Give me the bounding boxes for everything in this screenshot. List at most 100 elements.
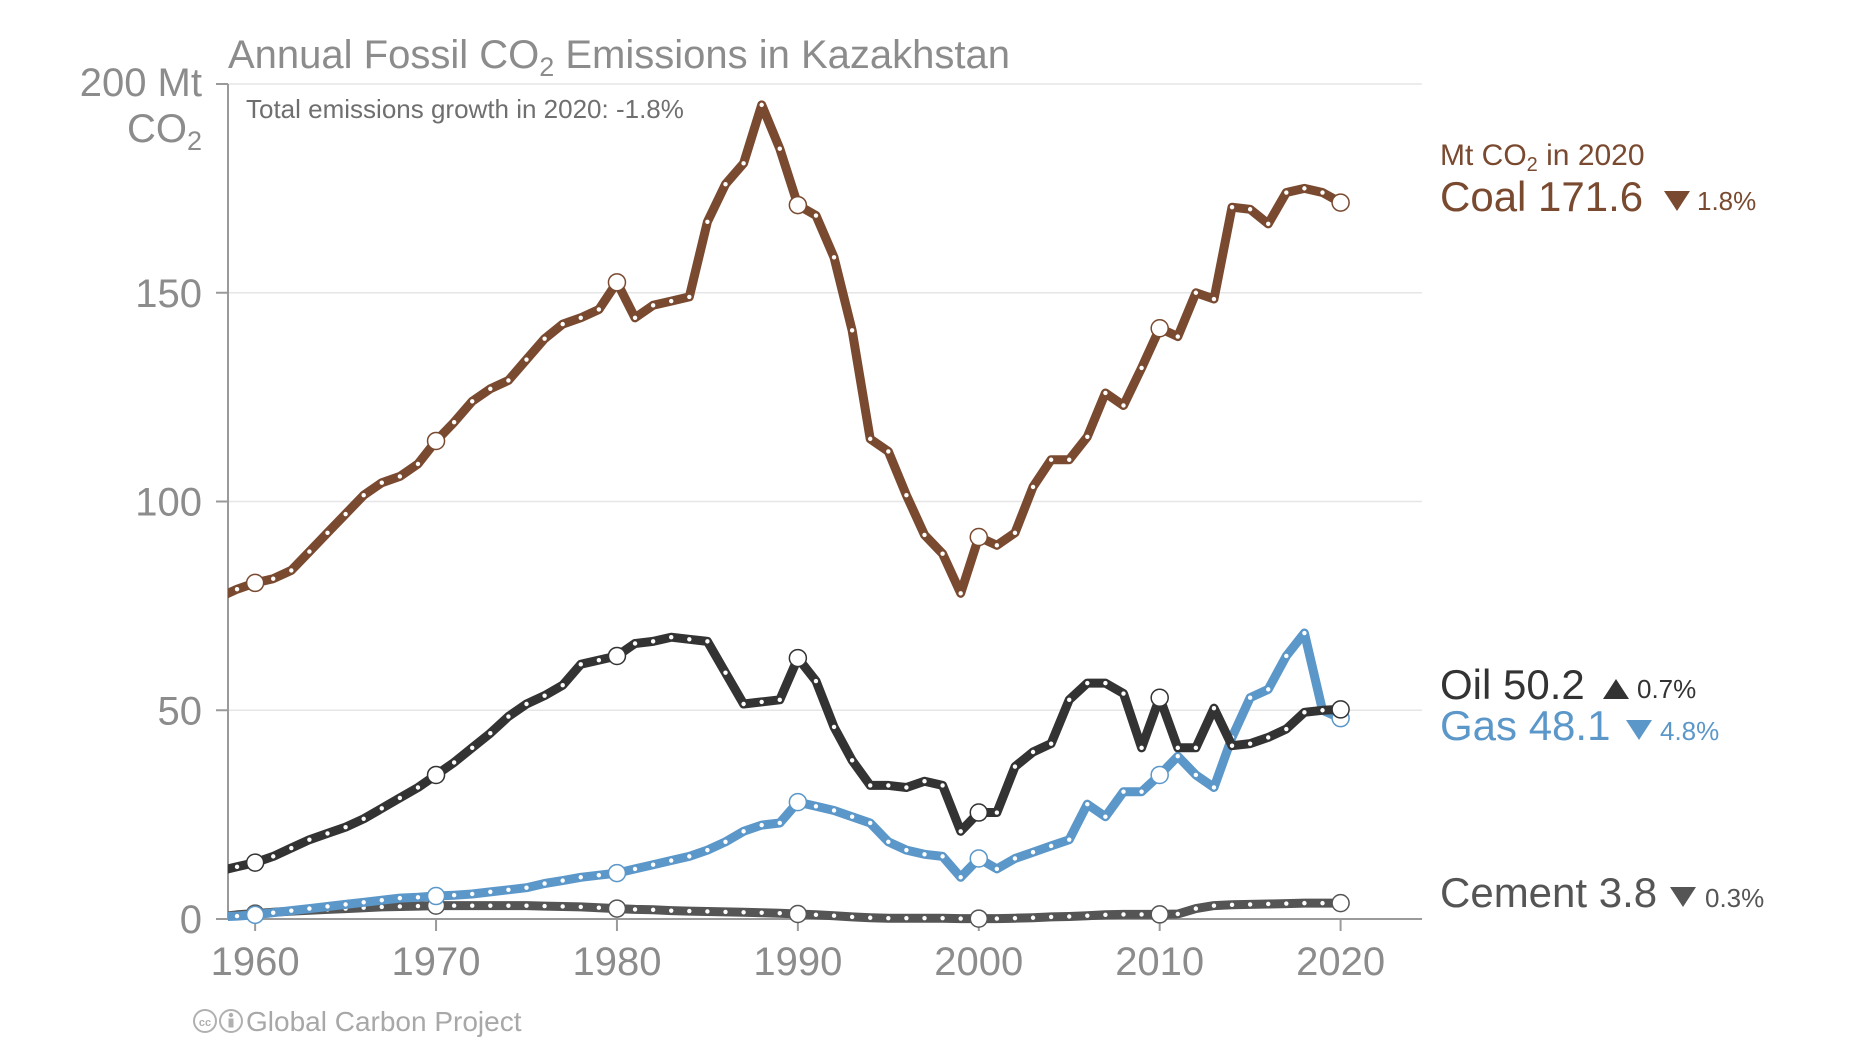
coal-point-1964 [325,530,330,536]
oil-point-1969 [415,785,421,790]
oil-point-1971 [451,760,457,765]
oil-pct: 0.7% [1637,674,1696,704]
cement-point-2005 [1067,914,1072,919]
oil-point-1994 [868,783,873,788]
gas-point-2013 [1211,785,1217,790]
coal-point-2005 [1067,457,1072,462]
cement-point-2008 [1121,912,1126,917]
cement-point-1988 [759,910,764,915]
coal-point-1963 [307,549,312,554]
cement-point-1991 [813,912,819,918]
gas-point-1999 [958,875,963,880]
gas-point-1969 [415,895,421,900]
oil-point-2012 [1193,745,1199,751]
cement-point-2007 [1103,912,1108,918]
cement-point-1983 [669,908,674,913]
gas-point-1990 [788,792,808,812]
cement-point-1993 [849,914,855,920]
oil-point-2014 [1229,743,1235,748]
cement-point-2009 [1139,912,1144,917]
coal-point-1981 [632,315,638,320]
gas-series [228,628,1350,925]
cement-point-2018 [1302,900,1307,906]
gas-point-1973 [488,889,493,895]
gas-point-1994 [868,820,873,826]
cement-point-2011 [1175,911,1180,917]
coal-label: Coal 171.6 [1440,173,1643,220]
gas-point-1965 [343,902,348,907]
cement-point-1994 [868,915,873,920]
gas-point-2009 [1139,789,1144,794]
coal-point-2003 [1030,484,1036,490]
coal-point-2000 [969,527,989,547]
cement-point-1977 [560,904,565,909]
gas-point-1966 [361,900,366,905]
coal-point-2011 [1175,334,1180,339]
y-axis-unit-line2: CO2 [127,107,202,156]
cement-point-2013 [1211,903,1217,908]
cement-point-1990 [788,904,808,924]
cement-point-1995 [886,915,891,921]
oil-point-1973 [488,731,493,736]
gas-point-1961 [271,910,276,915]
oil-point-1981 [632,641,638,646]
cement-point-1973 [488,903,493,908]
oil-point-1979 [596,657,602,663]
cement-label: Cement 3.8 [1440,869,1657,916]
coal-point-2008 [1121,403,1126,408]
coal-point-1999 [958,591,963,596]
cement-point-1986 [723,909,728,915]
cement-point-1989 [777,910,782,916]
oil-point-1998 [940,783,945,788]
cement-point-1981 [632,907,638,912]
oil-point-1965 [343,824,348,830]
oil-point-1983 [669,634,674,640]
x-tick-label-1990: 1990 [753,940,842,984]
coal-point-2007 [1103,390,1108,396]
oil-point-1968 [397,795,403,801]
cement-point-1992 [831,913,837,918]
gas-point-1963 [307,906,312,911]
x-tick-label-2010: 2010 [1115,940,1204,984]
cement-point-2020 [1331,893,1350,913]
gas-point-2011 [1175,753,1180,759]
cement-down-arrow-icon [1670,887,1696,907]
labels-header: Mt CO2 in 2020 [1440,139,1645,176]
oil-point-2003 [1030,749,1036,755]
oil-point-1993 [849,758,855,763]
coal-point-1993 [849,328,855,333]
coal-point-1970 [426,431,446,451]
chart-title: Annual Fossil CO2 Emissions in Kazakhsta… [228,33,1010,82]
oil-label: Oil 50.2 [1440,661,1585,708]
oil-point-1964 [325,831,330,836]
coal-point-2020 [1331,193,1350,212]
coal-point-2001 [994,543,1000,548]
cement-point-2017 [1284,901,1289,906]
coal-point-2004 [1048,457,1054,462]
oil-point-1995 [886,783,891,788]
oil-point-1996 [904,785,909,790]
cement-point-1984 [687,908,692,914]
gas-point-1983 [669,858,674,863]
gas-point-1998 [940,854,945,859]
y-tick-label-50: 50 [158,689,203,733]
oil-point-2011 [1175,745,1180,751]
gas-point-2000 [969,849,989,868]
oil-point-1984 [687,637,692,642]
oil-point-1990 [788,648,808,668]
gas-down-arrow-icon [1626,720,1652,740]
cement-point-1982 [650,907,656,913]
x-tick-label-1980: 1980 [572,940,661,984]
credit: cc Global Carbon Project [193,1006,522,1037]
gas-point-2004 [1048,843,1054,849]
coal-point-1997 [922,532,927,538]
oil-point-1978 [578,662,583,667]
gas-point-1991 [813,804,819,809]
oil-point-2017 [1284,726,1289,732]
coal-point-1973 [488,386,493,391]
coal-point-1992 [831,255,837,260]
coal-point-1980 [607,273,627,292]
oil-point-2000 [969,803,989,822]
coal-point-1988 [759,102,764,108]
